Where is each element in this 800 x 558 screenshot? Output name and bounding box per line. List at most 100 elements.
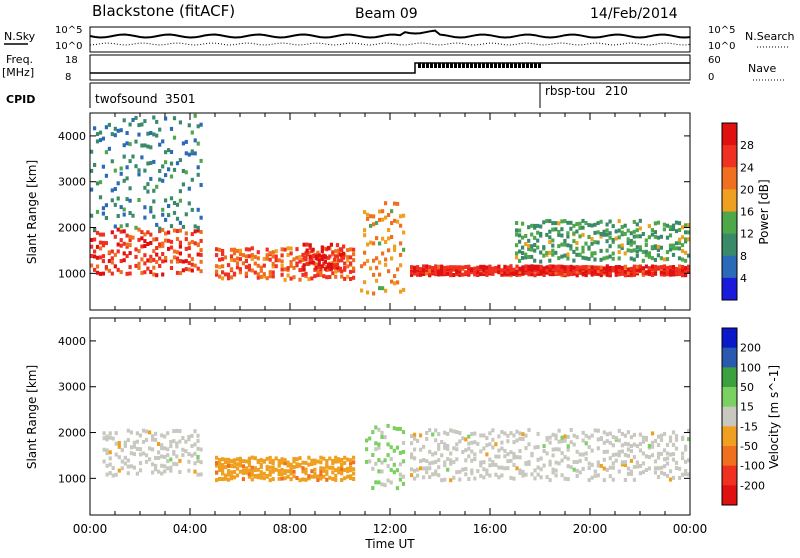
heatmap-cell xyxy=(169,174,174,179)
heatmap-cell xyxy=(349,465,353,470)
nave-label: Nave xyxy=(748,62,776,75)
heatmap-cell xyxy=(319,455,323,460)
heatmap-cell xyxy=(229,247,234,252)
heatmap-cell xyxy=(644,435,648,440)
heatmap-cell xyxy=(250,472,254,477)
colorbar-tick-label: 12 xyxy=(740,228,754,241)
heatmap-cell xyxy=(199,460,203,465)
heatmap-cell xyxy=(584,265,588,269)
heatmap-cell xyxy=(113,234,117,239)
heatmap-cell xyxy=(323,254,327,259)
heatmap-cell xyxy=(181,141,185,146)
heatmap-cell xyxy=(443,445,447,450)
heatmap-cell xyxy=(557,461,561,466)
heatmap-cell xyxy=(199,215,203,220)
heatmap-cell xyxy=(650,431,655,436)
heatmap-cell xyxy=(307,476,311,481)
heatmap-cell xyxy=(575,252,579,257)
heatmap-cell xyxy=(608,231,612,236)
heatmap-cell xyxy=(623,441,627,446)
heatmap-cell xyxy=(259,274,263,279)
heatmap-cell xyxy=(611,238,615,242)
heatmap-cell xyxy=(223,460,228,465)
heatmap-cell xyxy=(390,209,394,214)
heatmap-cell xyxy=(644,253,648,258)
heatmap-cell xyxy=(175,216,180,221)
heatmap-cell xyxy=(164,231,168,236)
heatmap-cell xyxy=(587,268,591,273)
heatmap-cell xyxy=(500,446,504,451)
heatmap-cell xyxy=(428,449,432,454)
heatmap-cell xyxy=(235,473,240,478)
heatmap-cell xyxy=(521,268,525,273)
heatmap-cell xyxy=(491,445,495,450)
heatmap-cell xyxy=(410,452,414,457)
heatmap-cell xyxy=(533,445,537,450)
heatmap-cell xyxy=(369,223,373,228)
heatmap-cell xyxy=(542,463,546,468)
heatmap-cell xyxy=(629,256,633,261)
heatmap-cell xyxy=(539,475,543,480)
heatmap-cell xyxy=(322,466,326,471)
heatmap-cell xyxy=(566,268,570,273)
heatmap-cell xyxy=(530,247,534,252)
heatmap-cell xyxy=(548,264,552,269)
heatmap-cell xyxy=(659,234,663,239)
heatmap-cell xyxy=(346,274,350,279)
heatmap-cell xyxy=(122,229,126,234)
heatmap-cell xyxy=(458,439,462,444)
heatmap-cell xyxy=(146,266,150,271)
heatmap-cell xyxy=(340,258,344,263)
heatmap-cell xyxy=(104,203,108,208)
heatmap-cell xyxy=(317,258,321,263)
heatmap-cell xyxy=(632,240,636,245)
heatmap-cell xyxy=(557,428,561,433)
heatmap-cell xyxy=(393,274,397,279)
heatmap-cell xyxy=(524,461,528,466)
heatmap-cell xyxy=(665,270,670,275)
heatmap-cell xyxy=(286,469,290,474)
heatmap-cell xyxy=(113,202,117,207)
heatmap-cell xyxy=(175,161,180,166)
heatmap-cell xyxy=(155,237,159,242)
heatmap-cell xyxy=(244,271,248,276)
heatmap-cell xyxy=(527,264,531,269)
heatmap-cell xyxy=(161,139,165,144)
heatmap-cell xyxy=(563,438,567,443)
heatmap-cell xyxy=(229,459,234,464)
heatmap-cell xyxy=(307,462,311,467)
heatmap-cell xyxy=(178,458,182,463)
heatmap-cell xyxy=(167,230,171,235)
heatmap-cell xyxy=(283,469,287,474)
heatmap-cell xyxy=(527,428,531,432)
heatmap-cell xyxy=(425,466,429,471)
heatmap-cell xyxy=(317,262,321,267)
heatmap-cell xyxy=(677,240,682,245)
heatmap-cell xyxy=(530,472,534,477)
heatmap-cell xyxy=(378,241,382,246)
heatmap-cell xyxy=(271,254,275,259)
heatmap-cell xyxy=(218,462,222,466)
heatmap-cell xyxy=(572,249,576,254)
heatmap-cell xyxy=(680,243,685,248)
heatmap-cell xyxy=(575,265,579,270)
heatmap-cell xyxy=(687,237,691,242)
heatmap-cell xyxy=(215,269,219,274)
heatmap-cell xyxy=(662,257,666,262)
heatmap-cell xyxy=(506,466,510,471)
heatmap-cell xyxy=(446,432,450,436)
heatmap-cell xyxy=(98,138,103,143)
heatmap-cell xyxy=(164,258,168,263)
heatmap-cell xyxy=(584,433,588,438)
heatmap-cell xyxy=(259,475,263,480)
heatmap-cell xyxy=(527,460,531,465)
heatmap-cell xyxy=(95,139,100,144)
heatmap-cell xyxy=(554,447,558,452)
heatmap-cell xyxy=(265,276,269,281)
heatmap-cell xyxy=(149,131,153,135)
heatmap-cell xyxy=(116,227,120,232)
heatmap-cell xyxy=(307,277,311,281)
heatmap-cell xyxy=(548,219,552,224)
heatmap-cell xyxy=(635,460,639,465)
